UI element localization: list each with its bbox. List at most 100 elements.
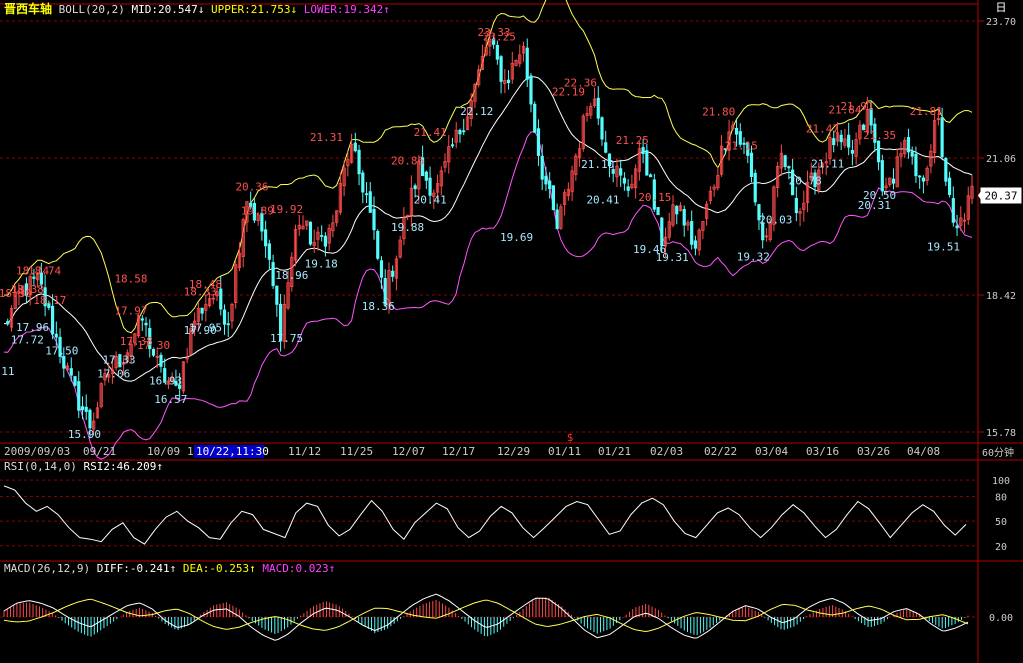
high-label: 18.30: [0, 287, 32, 300]
time-tick-label: 03/16: [806, 445, 839, 458]
candle-up: [170, 377, 174, 383]
candle-down: [379, 260, 384, 278]
low-label: 17.06: [97, 368, 130, 381]
candle-down: [645, 150, 649, 176]
candle-down: [77, 381, 81, 411]
main-header: 晋西车轴 BOLL(20,2) MID:20.547↓ UPPER:21.753…: [4, 2, 390, 17]
time-tick-label: 02/22: [704, 445, 737, 458]
candle-down: [906, 137, 911, 153]
candle-up: [398, 239, 402, 258]
rsi-series[interactable]: [3, 485, 967, 545]
candle-up: [155, 356, 159, 358]
rsi2-arrow: ↑: [156, 460, 163, 473]
stock-name[interactable]: 晋西车轴: [4, 2, 53, 16]
macd-value: 0.023: [295, 562, 329, 575]
candle-down: [58, 336, 62, 357]
candle-down: [813, 172, 817, 188]
macd-indicator-name[interactable]: MACD(26,12,9): [4, 562, 91, 575]
candle-down: [492, 38, 496, 45]
candle-up: [592, 98, 597, 107]
candle-down: [219, 288, 223, 310]
low-label: 19.32: [737, 250, 770, 263]
rsi-indicator-name[interactable]: RSI(0,14,0): [4, 460, 77, 473]
boll-indicator-name[interactable]: BOLL(20,2): [58, 3, 125, 16]
diff-label: DIFF:: [96, 562, 130, 575]
candle-down: [832, 138, 836, 146]
candle-up: [103, 373, 107, 381]
candle-down: [940, 117, 944, 158]
low-label: 20.31: [858, 199, 891, 212]
candle-up: [708, 190, 712, 201]
candle-down: [88, 409, 92, 429]
candle-up: [716, 175, 720, 189]
candle-down: [499, 56, 503, 82]
candle-down: [383, 278, 387, 305]
candle-down: [611, 169, 615, 174]
time-tick-label: 10/09: [147, 445, 180, 458]
diff-value: -0.241: [129, 562, 170, 575]
candle-up: [817, 169, 821, 191]
candle-up: [99, 383, 103, 407]
candle-down: [548, 180, 552, 190]
candle-down: [368, 191, 372, 213]
candle-up: [443, 160, 447, 168]
candle-down: [450, 144, 455, 147]
candle-down: [555, 209, 559, 230]
low-label: 19.18: [305, 258, 338, 271]
price-axis-labels: 23.70 21.06 18.42 15.78: [986, 17, 1016, 439]
candle-up: [514, 60, 518, 66]
candle-down: [376, 230, 380, 259]
candle-down: [607, 153, 612, 167]
candle-up: [805, 181, 810, 203]
time-tick-label: 12/17: [442, 445, 475, 458]
candle-down: [200, 307, 204, 314]
window-corner-label[interactable]: 日: [996, 1, 1007, 14]
candle-up: [65, 365, 70, 371]
candle-down: [174, 381, 178, 386]
candle-down: [791, 169, 795, 196]
high-label: 21.47: [806, 123, 839, 136]
candle-up: [110, 369, 114, 375]
candle-down: [749, 152, 754, 177]
candle-down: [944, 157, 948, 182]
candle-down: [675, 205, 679, 215]
candle-down: [723, 148, 727, 151]
boll-upper-value: 21.753: [250, 3, 291, 16]
candle-up: [671, 204, 675, 226]
time-tick-label: 11/12: [288, 445, 321, 458]
boll-lower-value: 19.342: [343, 3, 384, 16]
low-label: 20.41: [414, 194, 447, 207]
candle-down: [783, 155, 787, 168]
high-label: 20.15: [638, 191, 671, 204]
candle-down: [84, 406, 88, 412]
candle-up: [824, 161, 828, 164]
low-label: 20.03: [759, 213, 792, 226]
candle-down: [529, 75, 533, 105]
candle-down: [746, 142, 750, 156]
candle-up: [9, 307, 14, 328]
candle-up: [469, 100, 473, 119]
candle-down: [839, 134, 843, 143]
boll-upper-arrow: ↓: [290, 3, 298, 16]
high-label: 19.92: [270, 203, 303, 216]
candle-down: [753, 172, 757, 203]
candle-down: [682, 208, 686, 226]
low-label: 16.93: [149, 374, 182, 387]
rsi2-value: 46.209: [116, 460, 157, 473]
candle-up: [230, 303, 234, 322]
candle-up: [843, 138, 847, 146]
candle-down: [320, 235, 324, 237]
candle-down: [54, 333, 58, 338]
candle-down: [43, 287, 47, 307]
candle-up: [435, 183, 440, 193]
candle-up: [962, 219, 967, 222]
high-label: 18.17: [33, 294, 66, 307]
candle-down: [420, 157, 425, 177]
candle-down: [372, 209, 376, 231]
candle-up: [417, 160, 421, 190]
candlestick-series[interactable]: [6, 29, 974, 439]
boll-lower-line: [3, 131, 973, 460]
candle-up: [858, 124, 862, 140]
candle-down: [880, 160, 884, 192]
